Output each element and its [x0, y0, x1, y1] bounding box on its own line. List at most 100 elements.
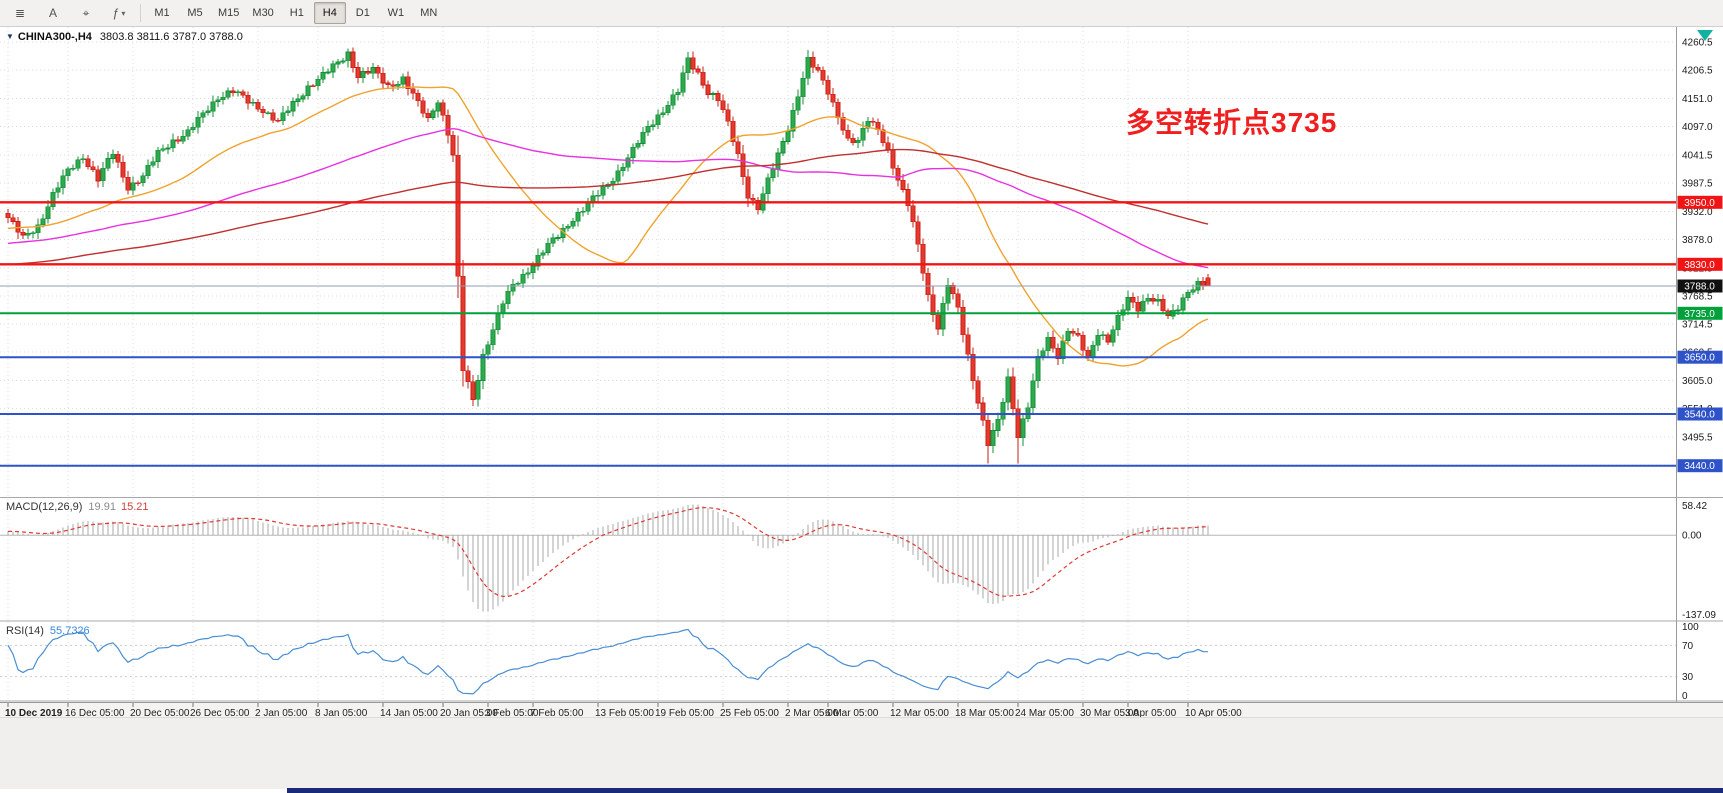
timeframe-m30[interactable]: M30	[252, 7, 274, 19]
svg-text:3440.0: 3440.0	[1684, 461, 1715, 472]
chart-annotation-text[interactable]: 多空转折点3735	[1126, 107, 1338, 138]
time-axis[interactable]	[0, 702, 1723, 717]
price-badge-3788.0: 3788.0	[1677, 279, 1723, 293]
symbol-dropdown-icon[interactable]: ▼	[6, 32, 14, 41]
svg-text:14 Jan 05:00: 14 Jan 05:00	[380, 708, 438, 717]
chevron-down-icon: ▾	[121, 8, 126, 18]
macd-signal-value: 15.21	[120, 501, 149, 513]
macd-label: MACD(12,26,9) 19.91 15.21	[6, 501, 148, 513]
svg-text:0: 0	[1682, 691, 1688, 702]
rsi-value: 55.7326	[49, 625, 90, 637]
price-badge-3735.0: 3735.0	[1677, 306, 1723, 320]
rsi-title: RSI(14)	[6, 625, 44, 637]
svg-text:8 Jan 05:00: 8 Jan 05:00	[315, 708, 368, 717]
svg-text:3735.0: 3735.0	[1684, 309, 1715, 320]
scroll-marker-icon[interactable]	[1697, 30, 1713, 41]
price-badge-3540.0: 3540.0	[1677, 407, 1723, 421]
candles-layer	[5, 47, 1211, 464]
timeframe-h4[interactable]: H4	[313, 2, 346, 24]
svg-text:12 Mar 05:00: 12 Mar 05:00	[890, 708, 949, 717]
symbol-header: ▼ CHINA300-,H4 3803.8 3811.6 3787.0 3788.0	[6, 31, 243, 43]
svg-text:100: 100	[1682, 622, 1699, 633]
bottom-filler	[0, 717, 1723, 789]
ma-mid-magenta	[7, 127, 1209, 269]
svg-text:3950.0: 3950.0	[1684, 198, 1715, 209]
svg-text:4206.5: 4206.5	[1682, 65, 1713, 76]
taskbar-sliver	[287, 788, 1723, 793]
symbol-name: CHINA300-,H4	[17, 31, 92, 43]
rsi-label: RSI(14) 55.7326	[6, 625, 90, 637]
svg-text:3878.0: 3878.0	[1682, 235, 1713, 246]
timeframe-group: M1 M5 M15 M30 H1 H4 D1 W1 MN	[146, 2, 445, 24]
svg-text:4151.0: 4151.0	[1682, 94, 1713, 105]
price-badge-3830.0: 3830.0	[1677, 257, 1723, 271]
timeframe-h1[interactable]: H1	[289, 7, 304, 19]
chart-list-icon[interactable]: ≣	[14, 6, 26, 20]
svg-text:10 Apr 05:00: 10 Apr 05:00	[1185, 708, 1242, 717]
macd-signal-line	[8, 506, 1209, 598]
macd-title: MACD(12,26,9)	[6, 501, 83, 513]
svg-text:7 Feb 05:00: 7 Feb 05:00	[530, 708, 584, 717]
timeframe-d1[interactable]: D1	[355, 7, 370, 19]
svg-text:3540.0: 3540.0	[1684, 410, 1715, 421]
indicators-icon[interactable]: ƒ ▾	[112, 6, 126, 20]
ma-fast-orange	[7, 86, 1209, 367]
crosshair-icon[interactable]: ⌖	[82, 5, 90, 20]
svg-text:3830.0: 3830.0	[1684, 260, 1715, 271]
rsi-line	[7, 628, 1209, 695]
svg-text:26 Dec 05:00: 26 Dec 05:00	[190, 708, 250, 717]
svg-text:2 Mar 05:00: 2 Mar 05:00	[785, 708, 839, 717]
svg-text:4041.5: 4041.5	[1682, 151, 1713, 162]
svg-text:4097.0: 4097.0	[1682, 122, 1713, 133]
svg-text:20 Dec 05:00: 20 Dec 05:00	[130, 708, 190, 717]
price-badge-3440.0: 3440.0	[1677, 459, 1723, 473]
svg-text:3768.5: 3768.5	[1682, 292, 1713, 303]
timeframe-m15[interactable]: M15	[218, 7, 240, 19]
macd-histogram	[7, 504, 1209, 612]
timeframe-m1[interactable]: M1	[154, 7, 170, 19]
svg-text:70: 70	[1682, 641, 1694, 652]
symbol-ohlc-values: 3803.8 3811.6 3787.0 3788.0	[99, 31, 243, 43]
svg-text:25 Feb 05:00: 25 Feb 05:00	[720, 708, 779, 717]
chart-canvas[interactable]: 4260.5 4206.5 4151.0 4097.0 4041.5 3987.5 3932…	[0, 27, 1723, 722]
svg-text:16 Dec 05:00: 16 Dec 05:00	[65, 708, 125, 717]
svg-text:58.42: 58.42	[1682, 501, 1707, 512]
svg-text:0.00: 0.00	[1682, 531, 1702, 542]
svg-text:30: 30	[1682, 672, 1694, 683]
svg-text:3605.0: 3605.0	[1682, 376, 1713, 387]
letter-a-icon[interactable]: A	[48, 6, 57, 20]
price-badge-3650.0: 3650.0	[1677, 350, 1723, 364]
svg-text:3495.5: 3495.5	[1682, 433, 1713, 444]
svg-text:-137.09: -137.09	[1682, 610, 1716, 621]
grid-layer	[0, 27, 1676, 700]
svg-text:3 Feb 05:00: 3 Feb 05:00	[485, 708, 539, 717]
svg-text:3932.0: 3932.0	[1682, 207, 1713, 218]
macd-main-value: 19.91	[88, 501, 116, 513]
svg-text:20 Jan 05:00: 20 Jan 05:00	[440, 708, 498, 717]
svg-text:19 Feb 05:00: 19 Feb 05:00	[655, 708, 714, 717]
chart-area[interactable]: 4260.5 4206.5 4151.0 4097.0 4041.5 3987.5 3932…	[0, 27, 1723, 719]
svg-text:13 Feb 05:00: 13 Feb 05:00	[595, 708, 654, 717]
toolbar-icon-group: ≣ A ⌖ ƒ ▾	[4, 2, 135, 24]
svg-text:6 Mar 05:00: 6 Mar 05:00	[825, 708, 879, 717]
toolbar-separator	[140, 4, 141, 22]
svg-text:24 Mar 05:00: 24 Mar 05:00	[1015, 708, 1074, 717]
svg-text:2 Jan 05:00: 2 Jan 05:00	[255, 708, 308, 717]
svg-text:3788.0: 3788.0	[1684, 282, 1715, 293]
price-badge-3950.0: 3950.0	[1677, 195, 1723, 209]
svg-text:10 Dec 2019: 10 Dec 2019	[5, 708, 63, 717]
svg-text:3 Apr 05:00: 3 Apr 05:00	[1125, 708, 1177, 717]
ma-slow-red	[7, 148, 1209, 266]
svg-text:3987.5: 3987.5	[1682, 179, 1713, 190]
svg-text:18 Mar 05:00: 18 Mar 05:00	[955, 708, 1014, 717]
price-chart-svg[interactable]: 4260.5 4206.5 4151.0 4097.0 4041.5 3987.5 3932…	[0, 27, 1723, 719]
timeframe-mn[interactable]: MN	[420, 7, 438, 19]
toolbar: ≣ A ⌖ ƒ ▾ M1 M5 M15 M30 H1 H4 D1 W1 MN	[0, 0, 1723, 27]
timeframe-m5[interactable]: M5	[187, 7, 203, 19]
price-axis[interactable]	[1677, 27, 1723, 702]
svg-text:3650.0: 3650.0	[1684, 353, 1715, 364]
timeframe-w1[interactable]: W1	[387, 7, 405, 19]
svg-text:3714.5: 3714.5	[1682, 319, 1713, 330]
svg-text:30 Mar 05:00: 30 Mar 05:00	[1080, 708, 1139, 717]
svg-text:4260.5: 4260.5	[1682, 38, 1713, 49]
